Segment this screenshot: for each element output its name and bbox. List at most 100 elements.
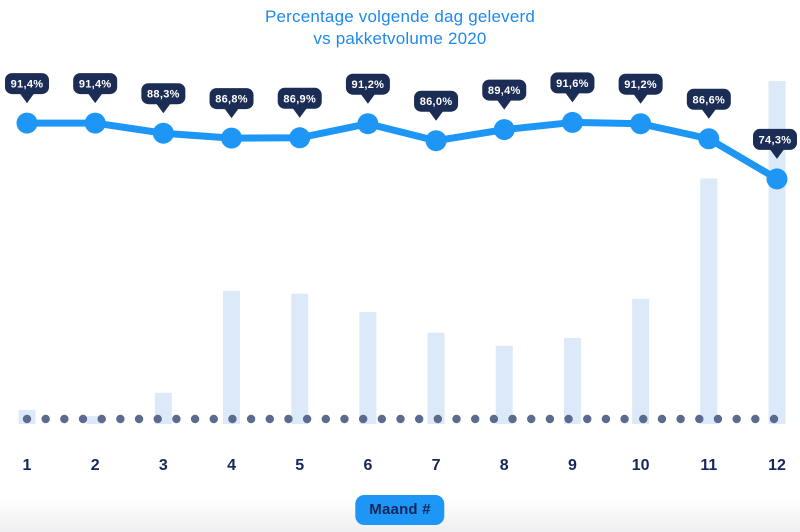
x-tick-label: 8 bbox=[500, 457, 509, 474]
x-tick-label: 12 bbox=[768, 457, 786, 474]
baseline-dot bbox=[583, 414, 592, 424]
tooltip-value-label: 91,2% bbox=[352, 79, 385, 91]
volume-bar bbox=[700, 178, 718, 424]
baseline-dot bbox=[620, 414, 629, 424]
volume-bar bbox=[563, 337, 581, 424]
tooltip-badge bbox=[753, 128, 797, 150]
baseline-dot bbox=[302, 414, 312, 424]
tooltip-value-label: 91,4% bbox=[11, 79, 44, 91]
x-tick-label: 2 bbox=[91, 457, 100, 474]
baseline-dot bbox=[396, 414, 405, 424]
tooltip-badge bbox=[686, 88, 731, 110]
line-point-marker bbox=[357, 113, 379, 135]
line-point-marker bbox=[152, 122, 174, 144]
baseline-dot bbox=[601, 414, 611, 424]
baseline-dot bbox=[452, 414, 461, 424]
line-point-marker bbox=[493, 119, 515, 141]
baseline-dot bbox=[209, 414, 218, 424]
baseline-dot bbox=[190, 414, 200, 424]
tooltip-tail bbox=[360, 94, 375, 104]
x-tick-label: 3 bbox=[159, 457, 168, 474]
percentage-line bbox=[23, 118, 781, 183]
baseline-dot bbox=[340, 414, 349, 424]
line-point-marker bbox=[84, 112, 106, 134]
line-point-marker bbox=[561, 111, 583, 133]
tooltip-tail bbox=[701, 109, 716, 119]
baseline-dot bbox=[60, 414, 69, 424]
tooltip-tail bbox=[429, 111, 444, 121]
baseline-dot bbox=[489, 414, 499, 424]
tooltip-tail bbox=[20, 93, 34, 104]
tooltip-tail bbox=[224, 108, 239, 119]
tooltip-value-label: 91,2% bbox=[624, 79, 657, 91]
x-tick-label: 7 bbox=[432, 457, 441, 474]
combo-chart: 91,4% 91,4% 88,3% 86,8% 86,9% 91,2% 86,0% 89,4%… bbox=[5, 72, 797, 474]
tooltip-badge bbox=[277, 87, 322, 109]
chart-title-line1: Percentage volgende dag geleverd bbox=[264, 7, 536, 26]
volume-bar bbox=[223, 290, 241, 424]
tooltip-value-label: 86,9% bbox=[283, 93, 316, 105]
baseline-dot bbox=[676, 414, 685, 424]
tooltip-tail bbox=[292, 108, 307, 118]
baseline-dot bbox=[134, 414, 144, 424]
volume-bar bbox=[291, 293, 309, 424]
baseline-dot bbox=[433, 414, 443, 424]
baseline-dot bbox=[153, 414, 162, 424]
baseline-dot bbox=[713, 414, 723, 424]
tooltip-tail bbox=[633, 94, 648, 104]
tooltip-badge bbox=[141, 83, 186, 105]
line-point-marker bbox=[698, 128, 720, 150]
volume-bar bbox=[359, 311, 377, 424]
volume-bar bbox=[427, 332, 445, 424]
x-tick-label: 11 bbox=[700, 457, 717, 474]
tooltip-tail bbox=[565, 92, 580, 103]
tooltip-badge bbox=[482, 79, 527, 101]
tooltip-badge bbox=[618, 73, 663, 95]
volume-bar bbox=[86, 416, 104, 424]
x-axis-label: Maand # bbox=[369, 501, 431, 518]
tooltip-value-label: 91,4% bbox=[79, 79, 112, 91]
line-point-marker bbox=[766, 168, 788, 190]
baseline-dot bbox=[732, 414, 741, 424]
line-point-marker bbox=[221, 127, 243, 149]
chart-title-line2: vs pakketvolume 2020 bbox=[313, 29, 487, 48]
baseline-dot bbox=[358, 414, 368, 424]
line-point-marker bbox=[425, 130, 447, 152]
tooltip-badge bbox=[414, 90, 459, 112]
line-point-marker bbox=[289, 127, 311, 149]
baseline-dot bbox=[377, 414, 387, 424]
tooltip-value-label: 88,3% bbox=[147, 89, 180, 101]
x-tick-label: 6 bbox=[363, 457, 372, 474]
x-tick-label: 4 bbox=[227, 457, 236, 474]
tooltip-value-label: 86,6% bbox=[692, 94, 725, 106]
baseline-dot bbox=[22, 414, 32, 424]
baseline-dot bbox=[172, 414, 181, 424]
tooltip-badge bbox=[550, 72, 595, 94]
x-tick-label: 10 bbox=[632, 457, 650, 474]
tooltip-tail bbox=[497, 100, 512, 110]
x-tick-label: 5 bbox=[295, 457, 304, 474]
tooltip-value-label: 86,8% bbox=[215, 94, 248, 106]
baseline-dot bbox=[471, 414, 480, 424]
tooltip-tail bbox=[88, 93, 103, 104]
tooltip-value-label: 89,4% bbox=[488, 85, 521, 97]
tooltip-badge bbox=[345, 73, 390, 95]
baseline-dot bbox=[116, 414, 125, 424]
volume-bar bbox=[768, 81, 786, 424]
baseline-dot bbox=[78, 414, 88, 424]
baseline-dot bbox=[414, 414, 424, 424]
x-axis-label-badge: Maand # bbox=[355, 495, 445, 525]
tooltip-value-label: 86,0% bbox=[420, 96, 453, 108]
tooltip-badge bbox=[209, 88, 254, 110]
baseline-dot bbox=[228, 414, 237, 424]
baseline-dot bbox=[41, 414, 50, 424]
baseline-dot bbox=[564, 414, 573, 424]
baseline-dot bbox=[265, 414, 274, 424]
x-tick-label: 9 bbox=[568, 457, 577, 474]
line-point-marker bbox=[630, 113, 652, 135]
baseline-dot bbox=[246, 414, 256, 424]
baseline-dot bbox=[769, 414, 779, 424]
baseline-dot bbox=[97, 414, 106, 424]
chart-title: Percentage volgende dag geleverd vs pakk… bbox=[0, 6, 800, 50]
